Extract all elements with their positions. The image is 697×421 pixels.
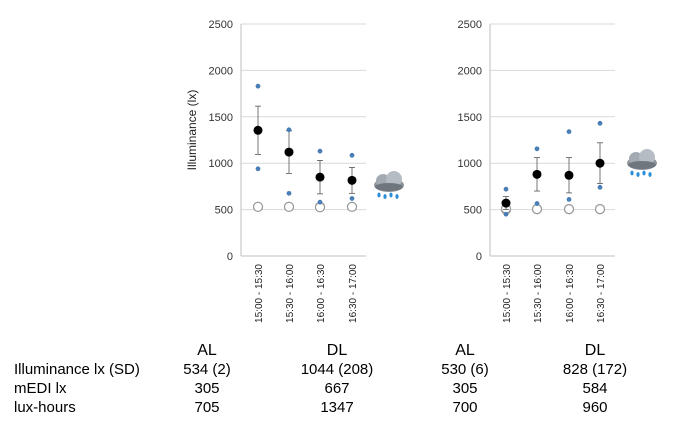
chart-panel-2: 0 500 1000 1500 2000 2500 15:00 - 15:30 15:30 -… [458,19,657,323]
y-tick-label: 2500 [209,19,233,31]
table-header-dl-2: DL [584,342,606,359]
individual-point [255,166,261,172]
rain-drop [642,170,646,176]
y-tick-label: 1000 [209,158,233,170]
rain-drop [648,172,652,177]
table-header-dl-1: DL [326,342,348,359]
x-tick-label: 15:00 - 15:30 [254,264,265,323]
cloud-shape [639,149,655,165]
mean-point [284,147,294,157]
y-tick-label: 0 [476,251,482,263]
individual-point [597,120,603,126]
x-tick-label: 15:00 - 15:30 [502,264,513,323]
row-label-lux-hours: lux-hours [14,399,76,416]
mean-point [501,198,511,208]
x-tick-label: 16:00 - 16:30 [565,264,576,323]
cell-medi-dl-1: 667 [324,380,350,397]
individual-point [534,201,540,206]
rain-cloud-icon [627,149,657,177]
mean-point [564,170,574,180]
cell-illuminance-al-2: 530 (6) [441,361,489,378]
individual-point [597,184,603,190]
reference-point [563,204,575,215]
cell-luxhours-dl-2: 960 [582,399,608,416]
cell-illuminance-al-1: 534 (2) [183,361,231,378]
y-tick-label: 1500 [458,112,482,124]
individual-point [566,129,572,135]
individual-point [317,148,323,154]
rain-drop [383,194,387,199]
cell-medi-dl-2: 584 [582,380,608,397]
reference-point [252,201,264,212]
y-tick-label: 2000 [458,65,482,77]
rain-drop [636,172,640,177]
table-header-al-2: AL [455,342,475,359]
cell-illuminance-dl-2: 828 (172) [562,361,628,378]
individual-point [317,199,323,205]
reference-point [283,201,295,212]
x-tick-label: 16:30 - 17:00 [596,264,607,323]
x-tick-label: 16:00 - 16:30 [316,264,327,323]
mean-point [315,172,325,182]
individual-point [566,196,572,202]
cell-medi-al-1: 305 [194,380,220,397]
mean-point [347,175,357,185]
row-label-illuminance: Illuminance lx (SD) [14,361,140,378]
y-tick-label: 1500 [209,112,233,124]
cell-medi-al-2: 305 [452,380,478,397]
mean-point [532,169,542,179]
rain-drop [395,194,399,199]
y-tick-label: 0 [227,251,233,263]
y-tick-label: 500 [464,205,482,217]
individual-point [255,83,261,89]
rain-drop [377,192,381,198]
individual-point [286,190,292,196]
table-header-al-1: AL [197,342,217,359]
y-axis-label: Illuminance (lx) [185,90,199,171]
chart-panel-1: 0 500 1000 1500 2000 2500 Illuminance (lx) 15:0… [185,19,404,323]
reference-point [594,204,606,215]
rain-drop [630,170,634,176]
cloud-shape [386,171,402,187]
mean-point [595,158,605,168]
individual-point [349,152,355,158]
reference-point [346,201,358,212]
individual-point [534,146,540,152]
row-label-medi: mEDI lx [14,380,67,397]
individual-point [286,127,292,133]
cell-luxhours-al-1: 705 [194,399,220,416]
y-tick-label: 2500 [458,19,482,31]
individual-point [503,186,509,192]
cell-illuminance-dl-1: 1044 (208) [300,361,374,378]
y-tick-label: 1000 [458,158,482,170]
rain-drop [389,192,393,198]
rain-cloud-icon [374,171,404,199]
cloud-shape [628,161,656,169]
charts-canvas: 0 500 1000 1500 2000 2500 Illuminance (lx) 15:0… [185,19,657,323]
cloud-shape [375,183,403,191]
x-tick-label: 16:30 - 17:00 [348,264,359,323]
x-tick-label: 15:30 - 16:00 [533,264,544,323]
cell-luxhours-al-2: 700 [452,399,478,416]
reference-point [531,204,543,215]
x-tick-label: 15:30 - 16:00 [285,264,296,323]
cell-luxhours-dl-1: 1347 [320,399,354,416]
individual-point [349,196,355,201]
individual-point [503,211,509,217]
mean-point [253,125,263,135]
y-tick-label: 500 [215,205,233,217]
y-tick-label: 2000 [209,65,233,77]
